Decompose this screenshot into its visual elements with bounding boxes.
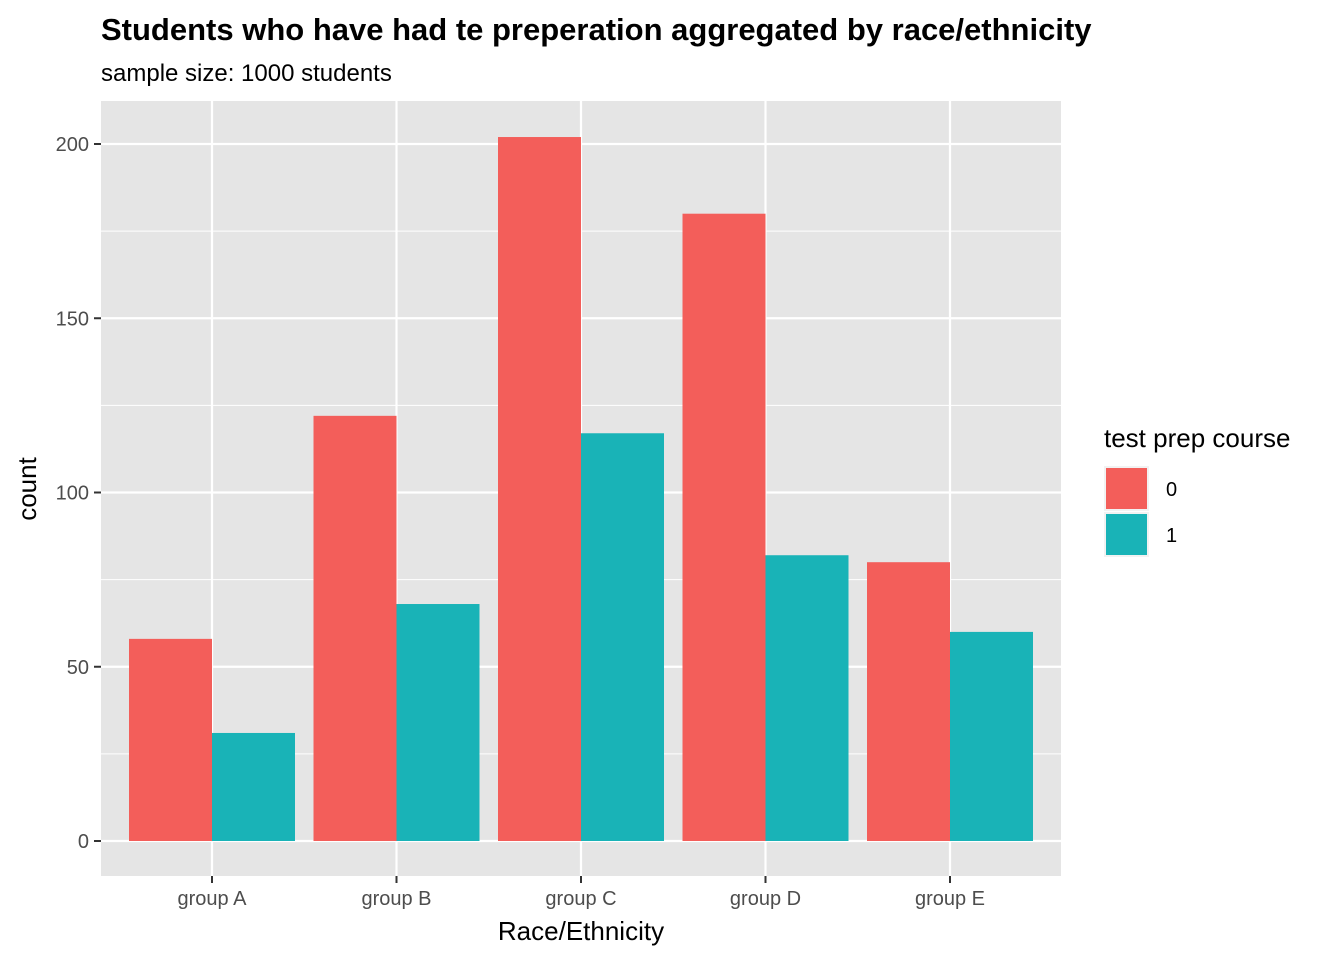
bar-group-a-series-0 bbox=[129, 638, 212, 841]
y-tick-label: 200 bbox=[56, 134, 89, 156]
y-axis-title: count bbox=[12, 456, 42, 520]
bar-group-b-series-1 bbox=[396, 604, 480, 841]
bar-group-c-series-0 bbox=[498, 137, 581, 841]
x-tick-label: group C bbox=[545, 888, 616, 910]
x-tick-label: group D bbox=[730, 888, 801, 910]
y-tick-label: 0 bbox=[78, 831, 89, 853]
legend-items: 01 bbox=[1104, 466, 1177, 557]
bar-group-e-series-1 bbox=[950, 631, 1033, 841]
bar-group-e-series-0 bbox=[867, 562, 950, 841]
bar-group-a-series-1 bbox=[212, 732, 295, 841]
y-tick-label: 50 bbox=[67, 657, 89, 679]
bars bbox=[129, 137, 1033, 841]
bar-group-d-series-1 bbox=[765, 555, 849, 841]
y-tick-label: 150 bbox=[56, 308, 89, 330]
x-tick-label: group B bbox=[361, 888, 431, 910]
legend-title: test prep course bbox=[1104, 423, 1290, 453]
legend: test prep course 01 bbox=[1104, 423, 1290, 557]
y-tick-label: 100 bbox=[56, 483, 89, 505]
chart-subtitle: sample size: 1000 students bbox=[101, 60, 392, 87]
bar-group-d-series-0 bbox=[682, 213, 766, 841]
chart-title: Students who have had te preperation agg… bbox=[101, 12, 1092, 47]
bar-group-b-series-0 bbox=[313, 415, 397, 841]
legend-label-1: 1 bbox=[1166, 525, 1177, 547]
legend-swatch-0 bbox=[1106, 468, 1147, 509]
axis-ticks: 0 50 100 150 200 group A group B group C group D… bbox=[56, 134, 985, 910]
bar-group-c-series-1 bbox=[581, 433, 664, 841]
x-tick-label: group A bbox=[178, 888, 248, 910]
legend-swatch-1 bbox=[1106, 514, 1147, 555]
legend-label-0: 0 bbox=[1166, 479, 1177, 501]
x-tick-label: group E bbox=[915, 888, 985, 910]
x-axis-title: Race/Ethnicity bbox=[498, 916, 664, 946]
